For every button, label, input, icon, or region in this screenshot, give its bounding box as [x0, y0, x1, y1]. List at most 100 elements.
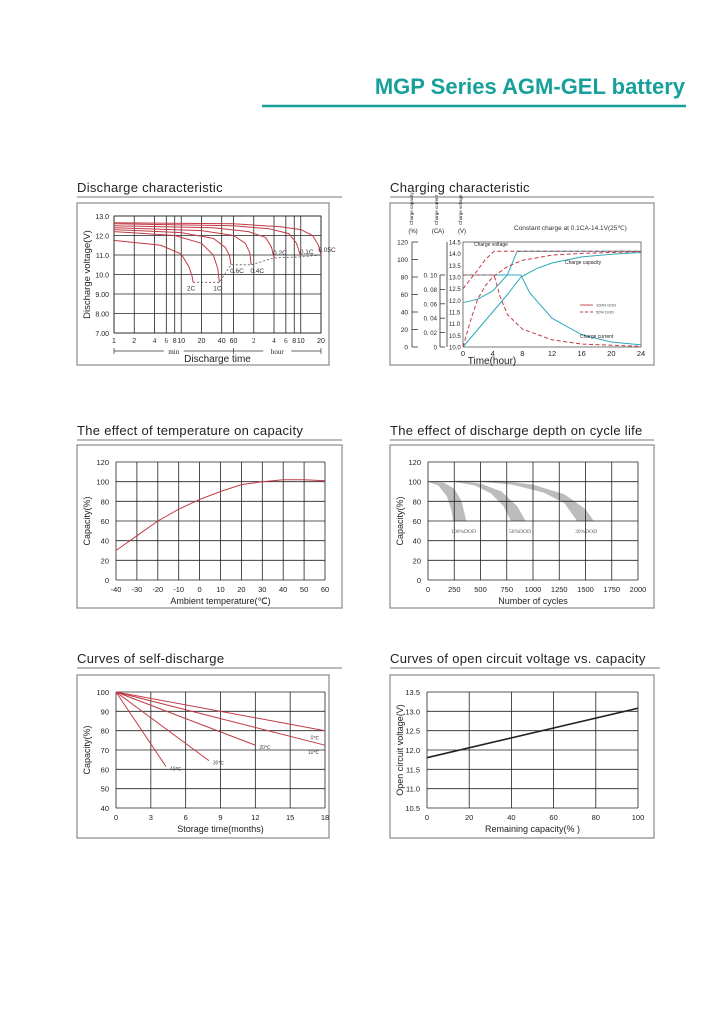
x-tick-label: 0 [114, 813, 118, 822]
capacity-axis-unit: (%) [408, 229, 417, 235]
x-axis-label: Remaining capacity(% ) [485, 824, 580, 834]
voltage-tick-label: 10.5 [449, 334, 461, 340]
x-tick-label: 6 [165, 337, 169, 345]
x-tick-label: 20 [465, 813, 473, 822]
x-tick-label: 2 [252, 337, 256, 345]
voltage-tick-label: 13.5 [449, 264, 461, 270]
series-line [115, 691, 167, 767]
series-line [115, 479, 326, 551]
y-tick-label: 20 [413, 556, 421, 565]
x-tick-label: 10 [216, 585, 224, 594]
y-axis-label: Capacity(%) [82, 496, 92, 545]
plot-frame [113, 215, 322, 334]
range-label-min: min [168, 348, 179, 356]
voltage-tick-label: 11.5 [449, 311, 461, 317]
voltage-tick-label: 12.0 [449, 299, 461, 305]
x-tick-label: -30 [131, 585, 142, 594]
chart-title: The effect of discharge depth on cycle l… [390, 423, 643, 438]
y-tick-label: 10.5 [405, 804, 420, 813]
x-tick-label: 10 [177, 338, 185, 345]
voltage-tick-label: 12.5 [449, 287, 461, 293]
y-tick-label: 0 [417, 576, 421, 585]
x-tick-label: 16 [577, 349, 585, 358]
chart-title: Discharge characteristic [77, 180, 223, 195]
y-tick-label: 60 [101, 765, 109, 774]
x-tick-label: 4 [272, 337, 276, 345]
dod-band [454, 480, 594, 521]
x-tick-label: 80 [592, 813, 600, 822]
series-line [115, 691, 326, 732]
y-tick-label: 80 [101, 727, 109, 736]
range-label-hour: hour [271, 348, 285, 356]
x-tick-label: 20 [198, 338, 206, 345]
y-tick-label: 80 [101, 497, 109, 506]
current-axis-unit: (CA) [432, 229, 444, 235]
current-curve [463, 274, 642, 346]
series-label: 2C [187, 285, 196, 292]
chart-frame [389, 444, 655, 609]
x-tick-label: 20 [237, 585, 245, 594]
discharge-curve [113, 229, 232, 265]
y-tick-label: 100 [96, 478, 109, 487]
band-label: 30%DOD [575, 529, 597, 535]
y-tick-label: 60 [101, 517, 109, 526]
capacity-tick-label: 0 [404, 345, 408, 352]
series-line [115, 691, 210, 762]
dod-band [428, 480, 526, 521]
x-tick-label: -40 [111, 585, 122, 594]
capacity-tick-label: 80 [401, 275, 409, 282]
x-tick-label: 4 [153, 337, 157, 345]
y-tick-label: 100 [96, 688, 109, 697]
chart-title: Curves of self-discharge [77, 651, 224, 666]
x-tick-label: 1 [112, 338, 116, 345]
charge-current-label: Charge current [580, 334, 614, 340]
x-tick-label: 1250 [551, 585, 568, 594]
y-axis-label: Capacity(%) [395, 496, 405, 545]
y-tick-label: 80 [413, 497, 421, 506]
series-label: 0.1C [300, 249, 314, 256]
series-label: 20℃ [259, 745, 271, 751]
series-label: 0.05C [318, 247, 336, 254]
x-axis-label: Storage time(months) [177, 824, 264, 834]
y-tick-label: 100 [408, 478, 421, 487]
y-tick-label: 120 [408, 458, 421, 467]
y-tick-label: 13.0 [405, 707, 420, 716]
capacity-curve [462, 252, 642, 348]
chart-frame [389, 202, 655, 366]
x-tick-label: 12 [251, 813, 259, 822]
x-tick-label: 250 [448, 585, 461, 594]
y-tick-label: 9.00 [95, 292, 109, 299]
current-tick-label: 0. 04 [424, 317, 438, 323]
y-tick-label: 70 [101, 746, 109, 755]
x-tick-label: 12 [548, 349, 556, 358]
y-tick-label: 90 [101, 707, 109, 716]
band-label: 50%DOD [509, 529, 531, 535]
y-tick-label: 120 [96, 458, 109, 467]
x-tick-label: 0 [198, 585, 202, 594]
capacity-tick-label: 20 [401, 327, 409, 334]
x-tick-label: 6 [284, 337, 288, 345]
current-tick-label: 0. 06 [424, 302, 438, 308]
series-label: 1C [213, 285, 222, 292]
chart-panel-3: The effect of discharge depth on cycle l… [389, 423, 655, 609]
y-tick-label: 11.0 [96, 253, 109, 260]
x-tick-label: 3 [149, 813, 153, 822]
x-tick-label: 9 [218, 813, 222, 822]
current-tick-label: 0. 10 [424, 274, 438, 280]
voltage-curve [462, 250, 641, 290]
y-tick-label: 10.0 [95, 273, 109, 280]
x-tick-label: 100 [632, 813, 645, 822]
x-tick-label: 40 [279, 585, 287, 594]
x-tick-label: 40 [507, 813, 515, 822]
y-tick-label: 20 [101, 556, 109, 565]
x-axis-label: Discharge time [184, 354, 251, 365]
x-tick-label: 500 [474, 585, 487, 594]
x-tick-label: 8 [292, 338, 296, 345]
current-axis-header: Charge current [434, 194, 439, 225]
x-tick-label: 1500 [577, 585, 594, 594]
voltage-tick-label: 14.0 [449, 252, 461, 258]
x-tick-label: 0 [425, 813, 429, 822]
y-tick-label: 12.0 [405, 746, 420, 755]
series-line [115, 691, 256, 746]
